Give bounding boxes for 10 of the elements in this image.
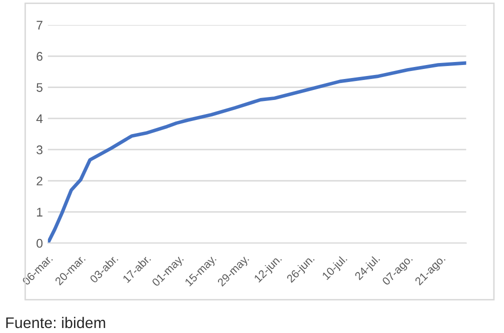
y-tick-label: 3 xyxy=(36,145,42,154)
y-tick-label: 1 xyxy=(37,208,42,216)
y-tick-label: 7 xyxy=(36,20,42,30)
y-tick-label: 5 xyxy=(36,83,42,92)
y-tick-label: 6 xyxy=(36,52,42,61)
y-tick-label: 2 xyxy=(36,176,42,186)
y-tick-label: 4 xyxy=(36,114,43,123)
source-note: Fuente: ibidem xyxy=(6,316,106,328)
y-tick-label: 0 xyxy=(36,238,43,248)
line-series xyxy=(48,61,466,244)
